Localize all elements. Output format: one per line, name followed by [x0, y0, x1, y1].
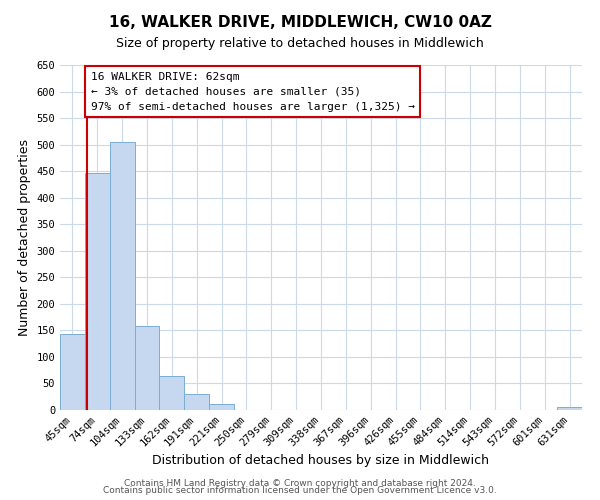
Y-axis label: Number of detached properties: Number of detached properties	[18, 139, 31, 336]
Bar	[184, 394, 209, 410]
Bar	[110, 142, 134, 410]
Bar	[134, 326, 160, 410]
Text: Contains HM Land Registry data © Crown copyright and database right 2024.: Contains HM Land Registry data © Crown c…	[124, 478, 476, 488]
Bar	[85, 172, 110, 410]
Bar	[160, 376, 184, 410]
Text: Contains public sector information licensed under the Open Government Licence v3: Contains public sector information licen…	[103, 486, 497, 495]
Bar	[209, 404, 234, 410]
Text: 16 WALKER DRIVE: 62sqm
← 3% of detached houses are smaller (35)
97% of semi-deta: 16 WALKER DRIVE: 62sqm ← 3% of detached …	[91, 72, 415, 112]
Bar	[557, 408, 582, 410]
Text: Size of property relative to detached houses in Middlewich: Size of property relative to detached ho…	[116, 38, 484, 51]
Text: 16, WALKER DRIVE, MIDDLEWICH, CW10 0AZ: 16, WALKER DRIVE, MIDDLEWICH, CW10 0AZ	[109, 15, 491, 30]
X-axis label: Distribution of detached houses by size in Middlewich: Distribution of detached houses by size …	[152, 454, 490, 467]
Bar	[60, 334, 85, 410]
